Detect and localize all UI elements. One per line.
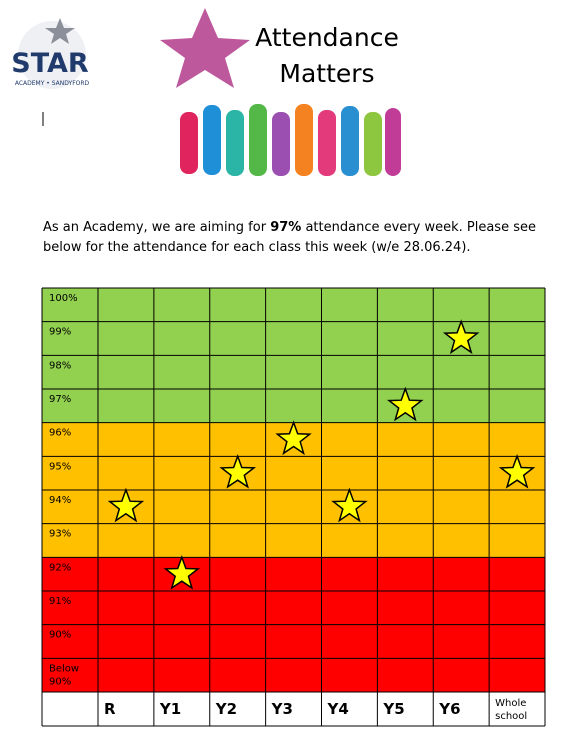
header-title: Matters: [279, 59, 374, 88]
x-tick-label: Whole school: [495, 698, 527, 722]
logo-star: [45, 18, 75, 44]
intro-text: below for the attendance for each class …: [43, 240, 471, 255]
word-cloud-star: [160, 8, 250, 88]
x-tick-label: Y6: [438, 700, 460, 718]
intro-text: attendance every week. Please see: [301, 220, 536, 235]
hand: [249, 104, 267, 176]
y-tick-label: 90%: [49, 630, 71, 641]
y-tick-label: 92%: [49, 562, 71, 573]
header-title: Attendance: [255, 23, 399, 52]
y-tick-label: 95%: [49, 461, 71, 472]
x-tick-label: Y5: [382, 700, 404, 718]
hand: [203, 105, 221, 175]
x-tick-label: Y2: [215, 700, 237, 718]
header-art: Attendance Matters: [160, 8, 401, 176]
hand: [272, 112, 290, 176]
y-tick-label: 94%: [49, 495, 71, 506]
y-tick-label: 98%: [49, 360, 71, 371]
hand: [180, 112, 198, 174]
star-marker: [442, 319, 480, 355]
hand: [364, 112, 382, 176]
logo-sub: ACADEMY • SANDYFORD: [15, 80, 90, 87]
logo-swoosh: [18, 21, 86, 89]
star-marker: [386, 386, 424, 422]
hand: [226, 110, 244, 176]
star-marker: [107, 487, 145, 523]
star-marker: [219, 454, 257, 489]
hands: [180, 104, 401, 176]
hand: [318, 110, 336, 176]
y-tick-label: Below 90%: [49, 663, 79, 687]
intro-emphasis: 97%: [270, 220, 301, 235]
intro-text: As an Academy, we are aiming for 97% att…: [43, 220, 536, 235]
logo-name: STAR: [11, 48, 89, 79]
hand: [341, 106, 359, 176]
y-tick-label: 91%: [49, 596, 71, 607]
y-tick-label: 97%: [49, 394, 71, 405]
x-tick-label: Y1: [159, 700, 181, 718]
star-marker: [163, 555, 201, 590]
hand: [295, 104, 313, 176]
y-tick-label: 100%: [49, 293, 78, 304]
logo: STAR ACADEMY • SANDYFORD: [11, 18, 90, 89]
x-tick-label: R: [104, 700, 116, 718]
y-tick-label: 93%: [49, 529, 71, 540]
hand: [385, 108, 401, 176]
chart: 100% 99% 98% 97% 96% 95% 94% 93% 92% 91% 90% Below 9…: [41, 287, 546, 727]
x-tick-label: Y3: [271, 700, 293, 718]
intro-text: As an Academy, we are aiming for: [43, 220, 270, 235]
y-tick-label: 99%: [49, 327, 71, 338]
x-tick-label: Y4: [327, 700, 349, 718]
star-marker: [275, 420, 312, 456]
star-marker: [498, 454, 536, 489]
y-tick-label: 96%: [49, 428, 71, 439]
star-marker: [331, 487, 368, 523]
